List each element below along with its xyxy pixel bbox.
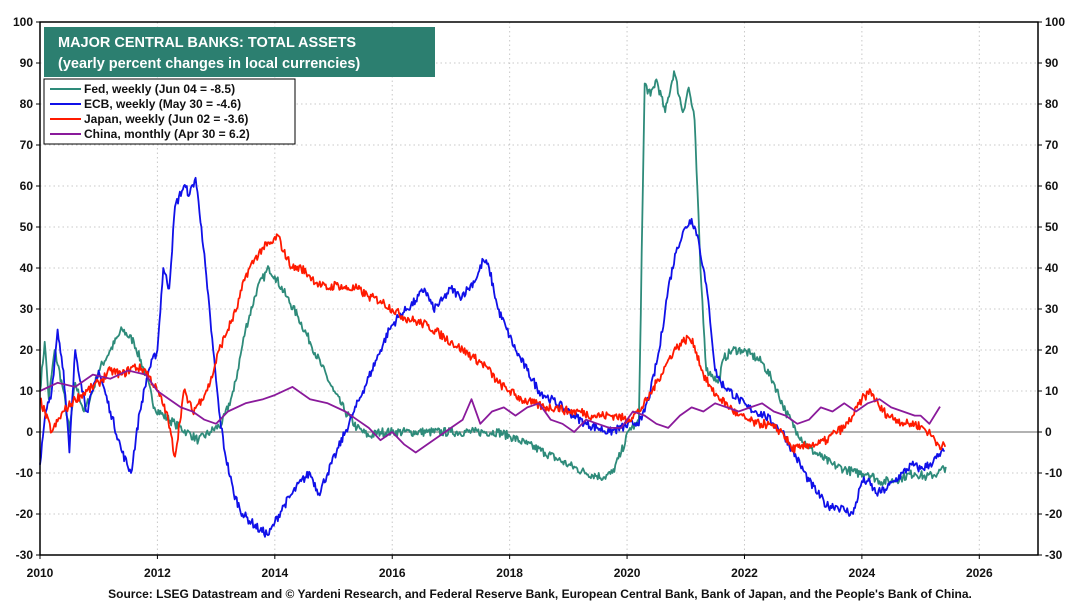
y-tick-label-left: 90 (20, 56, 34, 70)
y-tick-label-left: 0 (26, 425, 33, 439)
right-axis: -30 -20 -10 0 10 20 30 40 50 60 70 80 90 100 (1045, 15, 1065, 562)
x-axis: 2010 2012 2014 2016 2018 2020 2022 2024 2026 (27, 566, 993, 580)
japan-series-line (39, 233, 947, 458)
series-layer (39, 70, 947, 538)
y-tick-label-right: 30 (1045, 302, 1059, 316)
y-tick-label-left: 20 (20, 343, 34, 357)
y-tick-label-left: 30 (20, 302, 34, 316)
x-tick-label: 2022 (731, 566, 758, 580)
legend-label: Fed, weekly (Jun 04 = -8.5) (84, 82, 235, 96)
y-tick-label-right: 80 (1045, 97, 1059, 111)
y-tick-label-left: 60 (20, 179, 34, 193)
y-tick-label-left: -30 (16, 548, 34, 562)
y-tick-label-right: 10 (1045, 384, 1059, 398)
legend-item-china: China, monthly (Apr 30 = 6.2) (50, 127, 250, 141)
y-tick-label-right: 60 (1045, 179, 1059, 193)
y-tick-label-right: 20 (1045, 343, 1059, 357)
x-tick-label: 2020 (614, 566, 641, 580)
chart-title: MAJOR CENTRAL BANKS: TOTAL ASSETS (58, 35, 356, 51)
y-tick-label-left: 50 (20, 220, 34, 234)
china-series-line (39, 369, 941, 454)
x-tick-label: 2016 (379, 566, 406, 580)
legend-item-fed: Fed, weekly (Jun 04 = -8.5) (50, 82, 235, 96)
x-tick-label: 2014 (261, 566, 288, 580)
title-box: MAJOR CENTRAL BANKS: TOTAL ASSETS (yearl… (44, 27, 435, 77)
y-tick-label-left: 80 (20, 97, 34, 111)
left-axis: -30 -20 -10 0 10 20 30 40 50 60 70 80 90 100 (13, 15, 33, 562)
y-tick-label-left: 10 (20, 384, 34, 398)
x-tick-label: 2026 (966, 566, 993, 580)
y-tick-label-right: -30 (1045, 548, 1063, 562)
y-tick-label-right: 50 (1045, 220, 1059, 234)
y-tick-label-right: -10 (1045, 466, 1063, 480)
fed-series-line (39, 70, 947, 487)
x-tick-label: 2024 (849, 566, 876, 580)
y-tick-label-left: -20 (16, 507, 34, 521)
x-tick-label: 2010 (27, 566, 54, 580)
y-tick-label-right: 100 (1045, 15, 1065, 29)
y-tick-label-right: 0 (1045, 425, 1052, 439)
y-tick-label-right: 70 (1045, 138, 1059, 152)
legend-label: ECB, weekly (May 30 = -4.6) (84, 97, 241, 111)
legend-item-ecb: ECB, weekly (May 30 = -4.6) (50, 97, 241, 111)
source-note: Source: LSEG Datastream and © Yardeni Re… (108, 587, 972, 601)
y-tick-label-left: 70 (20, 138, 34, 152)
chart-subtitle: (yearly percent changes in local currenc… (58, 56, 360, 72)
legend-item-japan: Japan, weekly (Jun 02 = -3.6) (50, 112, 248, 126)
y-tick-label-right: 40 (1045, 261, 1059, 275)
x-tick-label: 2018 (496, 566, 523, 580)
legend: Fed, weekly (Jun 04 = -8.5)ECB, weekly (… (43, 78, 296, 145)
y-tick-label-left: -10 (16, 466, 34, 480)
plot-frame (39, 21, 1039, 556)
y-tick-label-right: 90 (1045, 56, 1059, 70)
y-tick-label-left: 100 (13, 15, 33, 29)
legend-label: China, monthly (Apr 30 = 6.2) (84, 127, 250, 141)
legend-label: Japan, weekly (Jun 02 = -3.6) (84, 112, 248, 126)
y-tick-label-right: -20 (1045, 507, 1063, 521)
ecb-series-line (39, 176, 945, 538)
x-tick-label: 2012 (144, 566, 171, 580)
y-tick-label-left: 40 (20, 261, 34, 275)
